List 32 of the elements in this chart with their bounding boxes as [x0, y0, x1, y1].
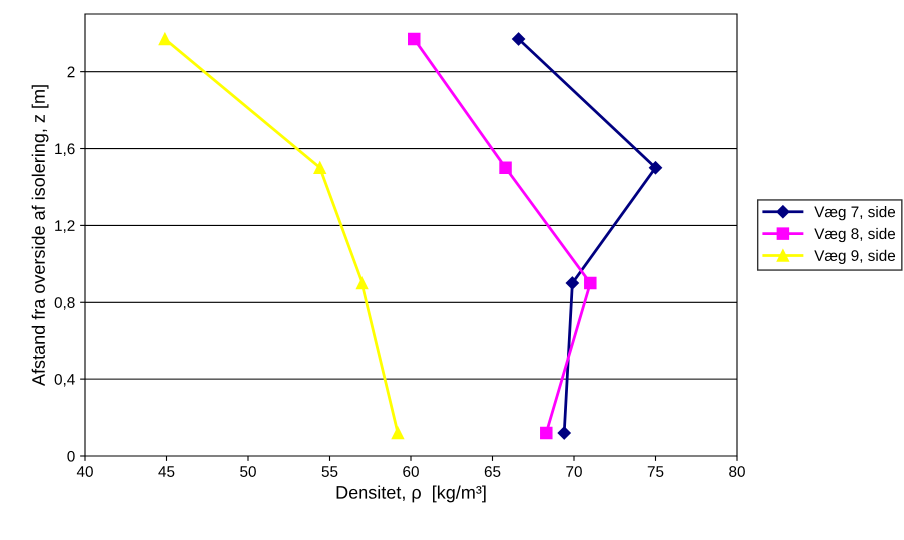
- y-tick-label: 0,8: [54, 297, 75, 310]
- x-tick-label: 75: [648, 466, 664, 477]
- x-tick-label: 65: [484, 466, 500, 477]
- legend-label: Væg 9, side: [814, 250, 896, 264]
- legend-label: Væg 7, side: [814, 206, 896, 220]
- x-axis-title: Densitet, ρ [kg/m³]: [336, 486, 486, 502]
- x-tick-label: 55: [322, 466, 338, 477]
- point: [392, 426, 404, 440]
- y-tick-label: 0: [67, 450, 75, 462]
- point: [158, 32, 172, 46]
- point: [648, 161, 662, 174]
- legend-label: Væg 8, side: [814, 228, 896, 242]
- x-tick-label: 45: [158, 466, 174, 477]
- point: [356, 276, 368, 290]
- x-tick-label: 60: [403, 466, 419, 477]
- x-tick-label: 40: [76, 466, 93, 477]
- x-tick-label: 70: [566, 466, 582, 477]
- x-tick-label: 80: [729, 466, 745, 477]
- point: [408, 32, 421, 46]
- point: [558, 426, 571, 440]
- y-tick-label: 1,2: [55, 220, 75, 233]
- x-tick-label: 50: [240, 466, 256, 477]
- y-tick-label: 1,6: [55, 143, 75, 156]
- point: [584, 276, 597, 290]
- point: [499, 161, 512, 174]
- y-tick-label: 2: [68, 66, 75, 78]
- point: [313, 161, 326, 174]
- y-axis-title: Afstand fra overside af isolering, z [m]: [32, 85, 48, 386]
- point: [512, 32, 526, 46]
- point: [540, 426, 553, 440]
- y-tick-label: 0,4: [54, 374, 75, 387]
- point: [566, 276, 579, 290]
